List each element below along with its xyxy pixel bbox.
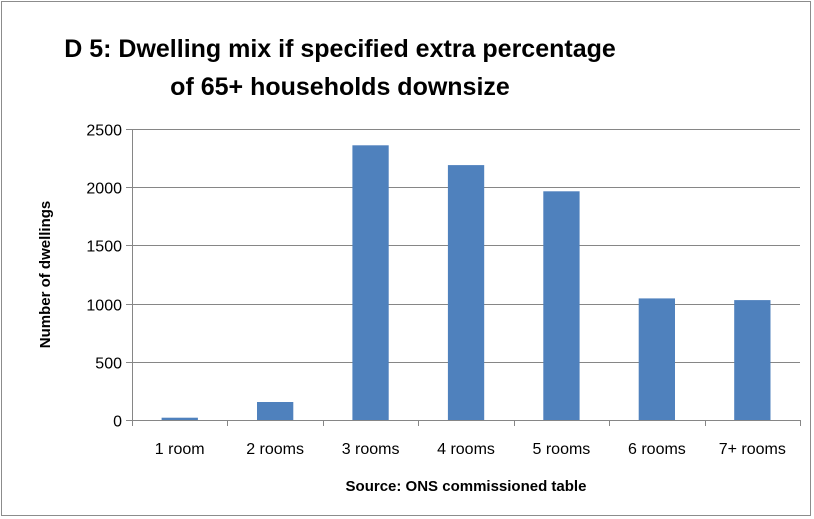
y-tick-label: 1500 bbox=[86, 239, 122, 256]
axes bbox=[126, 129, 801, 426]
chart-title-line-1: D 5: Dwelling mix if specified extra per… bbox=[64, 35, 616, 63]
y-tick-label: 0 bbox=[113, 414, 122, 431]
bar-1-room bbox=[161, 417, 198, 420]
y-tick-label: 500 bbox=[95, 356, 122, 373]
x-tick-label: 2 rooms bbox=[246, 441, 304, 458]
y-tick-label: 2000 bbox=[86, 181, 122, 198]
tick-labels: 0 500 1000 1500 2000 2500 1 room 2 rooms 3 rooms… bbox=[86, 123, 785, 459]
bar-4-rooms bbox=[447, 165, 485, 420]
x-tick-label: 1 room bbox=[155, 441, 205, 458]
x-tick-label: 6 rooms bbox=[628, 441, 686, 458]
chart-title-line-2: of 65+ households downsize bbox=[170, 73, 510, 101]
bar-2-rooms bbox=[257, 402, 294, 420]
bar-7-rooms bbox=[734, 300, 771, 420]
x-tick-label: 3 rooms bbox=[342, 441, 400, 458]
y-axis-title: Number of dwellings bbox=[37, 201, 54, 349]
x-tick-label: 7+ rooms bbox=[719, 441, 786, 458]
bars bbox=[161, 145, 771, 421]
bar-6-rooms bbox=[638, 298, 675, 420]
y-tick-label: 2500 bbox=[86, 123, 122, 140]
bar-3-rooms bbox=[352, 145, 389, 421]
y-tick-label: 1000 bbox=[86, 298, 122, 315]
x-axis-title: Source: ONS commissioned table bbox=[346, 478, 587, 495]
bar-5-rooms bbox=[543, 191, 580, 420]
x-tick-label: 5 rooms bbox=[533, 441, 591, 458]
x-tick-label: 4 rooms bbox=[437, 441, 495, 458]
chart-title: D 5: Dwelling mix if specified extra per… bbox=[0, 30, 680, 106]
